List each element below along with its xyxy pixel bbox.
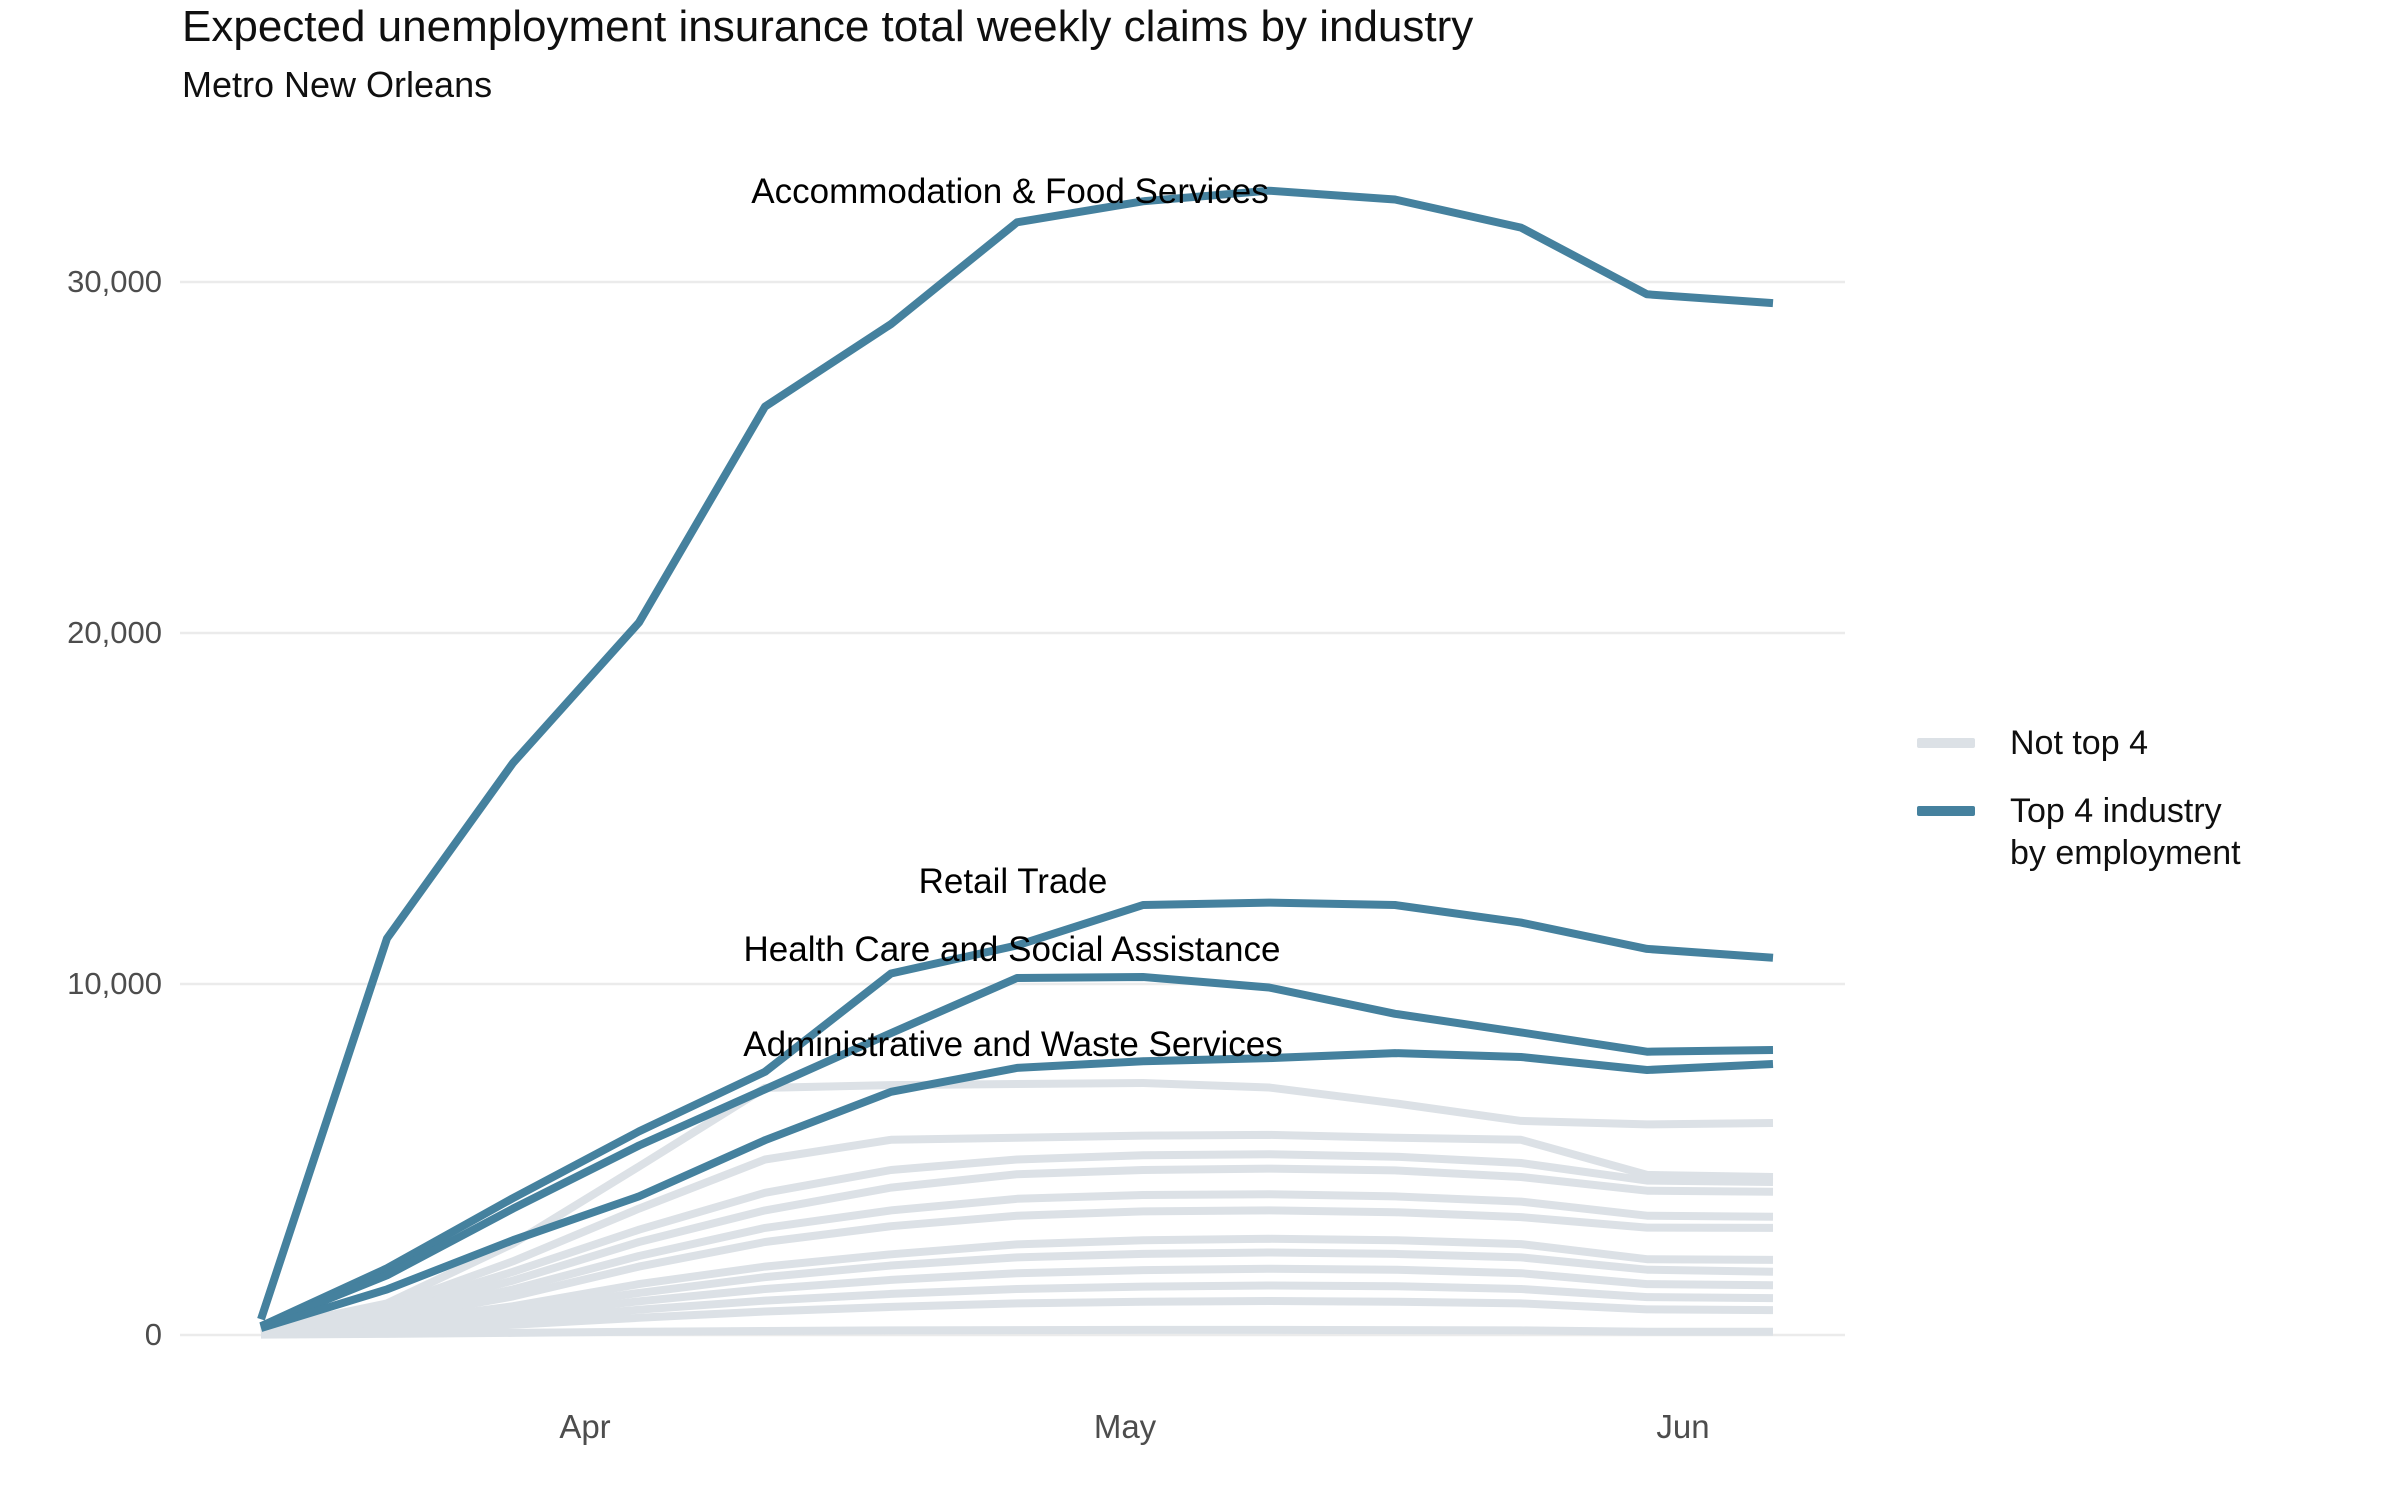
series-line-not-top-4-07 [260, 1234, 1774, 1337]
series-line-retail-trade [259, 898, 1774, 1330]
series-line-not-top-4-09 [260, 1264, 1774, 1338]
series-line-not-top-4-12 [260, 1325, 1774, 1339]
annotation-administrative-waste: Administrative and Waste Services [743, 1025, 1283, 1064]
chart-subtitle: Metro New Orleans [182, 64, 493, 105]
series-line-administrative-waste-services [259, 1049, 1774, 1332]
series-line-not-top-4-08 [260, 1248, 1774, 1338]
legend-item-not-top-4: Not top 4 [1917, 722, 2241, 764]
legend-label-top-4-line1: Top 4 industry [2010, 792, 2222, 830]
series-line-not-top-4-06 [260, 1206, 1774, 1337]
series-line-not-top-4-11 [260, 1297, 1774, 1339]
legend-swatch-not-top-4 [1917, 738, 1975, 748]
legend-label-top-4-line2: by employment [2010, 834, 2241, 872]
series-line-not-top-4-04 [260, 1164, 1774, 1336]
legend-item-top-4: Top 4 industry by employment [1917, 790, 2241, 874]
x-tick-label-may: May [1093, 1408, 1157, 1445]
series-line-not-top-4-02 [260, 1130, 1774, 1335]
y-tick-label-10000: 10,000 [67, 966, 162, 1001]
series-line-accommodation-food-services [257, 186, 1774, 1321]
annotation-accommodation-food-services: Accommodation & Food Services [751, 172, 1269, 211]
legend: Not top 4 Top 4 industry by employment [1917, 722, 2241, 900]
legend-label-top-4: Top 4 industry by employment [2010, 790, 2241, 874]
annotation-retail-trade: Retail Trade [918, 862, 1108, 901]
annotation-health-care: Health Care and Social Assistance [743, 930, 1281, 969]
series-line-not-top-4-05 [260, 1190, 1774, 1337]
legend-label-not-top-4: Not top 4 [2010, 724, 2148, 762]
chart-title: Expected unemployment insurance total we… [182, 2, 1474, 51]
series-line-not-top-4-03 [260, 1150, 1774, 1336]
x-tick-label-apr: Apr [559, 1408, 611, 1445]
legend-swatch-top-4 [1917, 806, 1975, 816]
y-tick-label-30000: 30,000 [67, 264, 162, 299]
series-line-not-top-4-10 [260, 1281, 1774, 1338]
y-tick-label-0: 0 [144, 1317, 162, 1352]
x-tick-label-jun: Jun [1656, 1408, 1710, 1445]
series-line-health-care-social-assistance [259, 973, 1774, 1330]
y-tick-label-20000: 20,000 [67, 615, 162, 650]
